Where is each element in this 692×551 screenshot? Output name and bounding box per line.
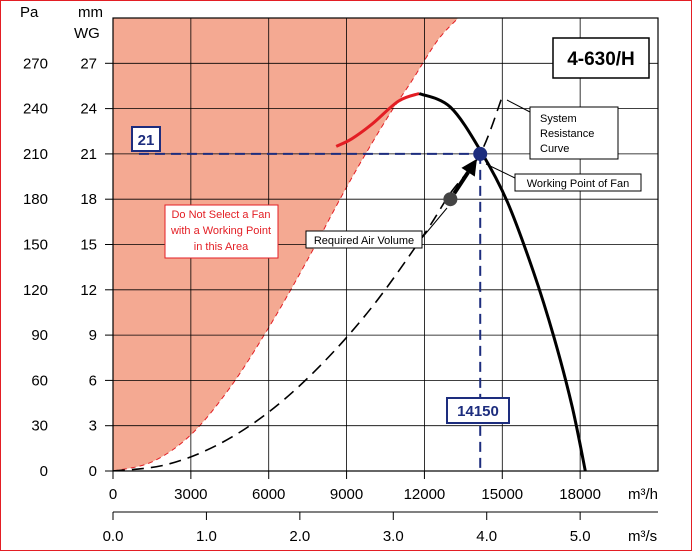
x-tick-label-secondary: 4.0 [476, 528, 497, 545]
x-tick-label: 12000 [404, 486, 446, 503]
model-box [552, 37, 650, 79]
unsafe-note-box [164, 204, 279, 259]
y-tick-label: 150 [23, 237, 48, 254]
y-tick-label-secondary: 12 [80, 282, 97, 299]
system-callout-line2: Resistance [540, 128, 594, 140]
working-callout-box [514, 173, 642, 192]
y-tick-label-secondary: 18 [80, 191, 97, 208]
flow-box [446, 397, 510, 424]
y-unit-primary: Pa [20, 4, 39, 21]
fan-curve [418, 92, 587, 471]
required-point [443, 192, 458, 207]
working-point [473, 146, 488, 161]
y-unit-secondary-line2: WG [74, 25, 100, 42]
stall-curve [335, 92, 420, 148]
y-ticks-primary: 0 30 60 90 120 150 180 210 240 270 [23, 55, 48, 480]
pressure-box [131, 126, 161, 152]
x-unit-secondary: m³/s [628, 528, 657, 545]
working-callout-label: Working Point of Fan [527, 178, 630, 190]
y-tick-label-secondary: 15 [80, 237, 97, 254]
y-tick-label: 270 [23, 55, 48, 72]
system-callout-line3: Curve [540, 143, 569, 155]
y-tick-label: 240 [23, 101, 48, 118]
required-callout-label: Required Air Volume [314, 235, 414, 247]
y-tick-label-secondary: 27 [80, 55, 97, 72]
y-tick-label-secondary: 9 [89, 327, 97, 344]
x-tick-label-secondary: 3.0 [383, 528, 404, 545]
x-tick-label-secondary: 0.0 [103, 528, 124, 545]
unsafe-note-line1: Do Not Select a Fan [171, 209, 270, 221]
system-callout-leader [506, 99, 531, 113]
required-callout-box [305, 230, 423, 249]
y-unit-secondary-line1: mm [78, 4, 103, 21]
unsafe-note-line2: with a Working Point [170, 225, 271, 237]
y-tick-label: 180 [23, 191, 48, 208]
system-callout-box [529, 106, 619, 160]
y-tick-label: 30 [31, 418, 48, 435]
arrow-head [461, 158, 477, 177]
x-tick-label: 15000 [481, 486, 523, 503]
working-callout-leader [485, 163, 516, 179]
x-tick-label-secondary: 2.0 [289, 528, 310, 545]
system-callout-line1: System [540, 113, 577, 125]
y-tick-label-secondary: 3 [89, 418, 97, 435]
unsafe-boundary-line [113, 18, 459, 471]
x-tick-label: 0 [109, 486, 117, 503]
x-tick-label-secondary: 1.0 [196, 528, 217, 545]
flow-box-label: 14150 [457, 403, 499, 420]
y-tick-label-secondary: 21 [80, 146, 97, 163]
arrow-shaft [452, 171, 470, 195]
x-tick-label: 6000 [252, 486, 285, 503]
model-label: 4-630/H [567, 49, 635, 70]
y-tick-label: 120 [23, 282, 48, 299]
x-ticks-secondary: 0.0 1.0 2.0 3.0 4.0 5.0 [103, 511, 658, 545]
x-tick-label-secondary: 5.0 [570, 528, 591, 545]
y-tick-label: 60 [31, 372, 48, 389]
x-tick-label: 3000 [174, 486, 207, 503]
y-tick-label: 0 [40, 463, 48, 480]
y-tick-label: 210 [23, 146, 48, 163]
y-tick-label-secondary: 24 [80, 101, 97, 118]
x-tick-label: 18000 [559, 486, 601, 503]
x-ticks-primary: 0 3000 6000 9000 12000 15000 18000 [109, 471, 601, 503]
x-tick-label: 9000 [330, 486, 363, 503]
required-callout-leader [421, 207, 448, 239]
y-tick-label: 90 [31, 327, 48, 344]
unsafe-note-line3: in this Area [194, 241, 249, 253]
y-ticks-secondary: 0 3 6 9 12 15 18 21 24 27 [80, 55, 113, 480]
y-tick-label-secondary: 6 [89, 372, 97, 389]
pressure-box-label: 21 [138, 132, 155, 149]
y-tick-label-secondary: 0 [89, 463, 97, 480]
x-unit-primary: m³/h [628, 486, 658, 503]
